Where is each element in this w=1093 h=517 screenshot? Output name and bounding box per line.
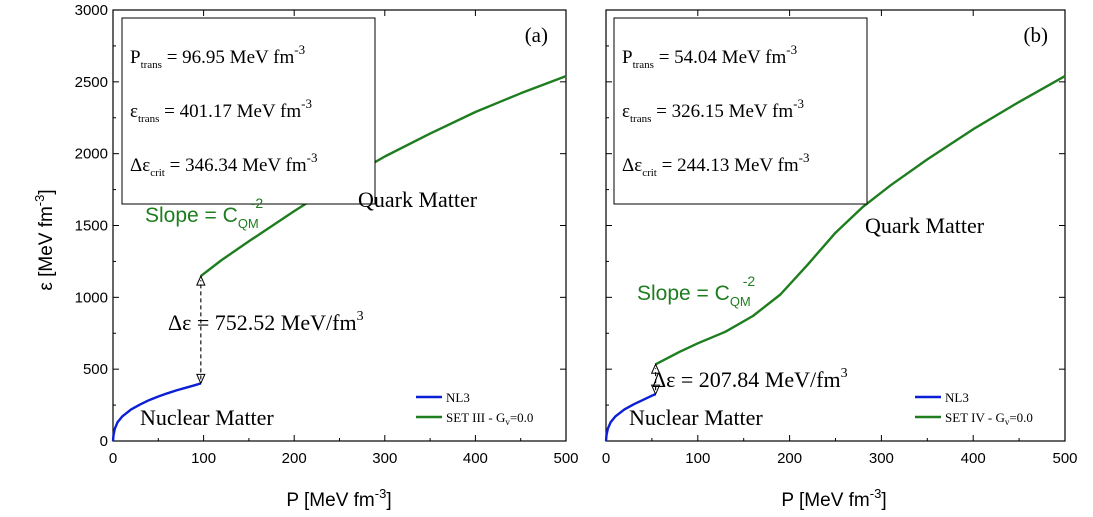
jump-arrow-head-up [650,363,661,374]
x-tick-label: 400 [463,450,488,467]
x-tick-label: 100 [191,450,216,467]
x-tick-label: 300 [869,450,894,467]
info-box-row: εtrans = 401.17 MeV fm-3 [130,96,312,125]
info-box [613,17,868,205]
panel-label: (b) [1024,23,1049,47]
x-tick-label: 200 [282,450,307,467]
legend-label: NL3 [446,390,470,405]
y-tick-label: 0 [100,433,108,450]
slope-annotation: Slope = CQM-2 [637,273,755,309]
legend-label: SET IV - Gv=0.0 [945,410,1033,427]
series-line-quark [655,75,1066,366]
quark-matter-label: Quark Matter [358,187,478,212]
info-box-row: Ptrans = 96.95 MeV fm-3 [130,42,305,71]
x-tick-label: 400 [961,450,986,467]
delta-annotation: Δε = 207.84 MeV/fm3 [652,366,848,392]
y-tick-label: 500 [83,361,108,378]
jump-arrow-head-up [196,274,206,286]
x-axis-title-a: P [MeV fm-3] [286,486,391,511]
legend-label: NL3 [945,390,969,405]
jump-arrow-head-down [650,384,661,396]
y-axis-title: ε [MeV fm-3] [32,189,57,290]
x-tick-label: 0 [602,450,610,467]
y-tick-label: 2000 [75,146,108,163]
legend-label: SET III - Gv=0.0 [446,410,533,427]
series-line-nuclear [111,382,202,442]
panel-label: (a) [525,23,548,47]
x-tick-label: 300 [372,450,397,467]
delta-annotation: Δε = 752.52 MeV/fm3 [168,309,364,335]
info-box-row: Δεcrit = 346.34 MeV fm-3 [130,150,318,179]
x-tick-label: 0 [109,450,117,467]
slope-annotation: Slope = CQM-2 [145,195,263,231]
nuclear-matter-label: Nuclear Matter [629,405,763,430]
y-tick-label: 1500 [75,218,108,235]
jump-arrow-head-down [196,373,206,385]
y-tick-label: 1000 [75,289,108,306]
info-box-row: Ptrans = 54.04 MeV fm-3 [622,42,797,71]
quark-matter-label: Quark Matter [865,213,985,238]
x-tick-label: 500 [553,450,578,467]
x-tick-label: 500 [1052,450,1077,467]
x-tick-label: 200 [777,450,802,467]
x-tick-label: 100 [685,450,710,467]
info-box [121,17,376,205]
x-axis-title-b: P [MeV fm-3] [781,486,886,511]
info-box-row: εtrans = 326.15 MeV fm-3 [622,96,804,125]
panel-a: 0 100 200 300 400 500 0 500 1000 1500 2000 2500 3000… [75,2,579,467]
nuclear-matter-label: Nuclear Matter [140,405,274,430]
y-tick-label: 2500 [75,74,108,91]
info-box-row: Δεcrit = 244.13 MeV fm-3 [622,150,810,179]
panel-b: 0 100 200 300 400 500 Ptrans = 54.04 MeV fm-3 ε… [602,9,1078,467]
y-tick-label: 3000 [75,2,108,19]
series-line-nuclear [604,392,657,442]
